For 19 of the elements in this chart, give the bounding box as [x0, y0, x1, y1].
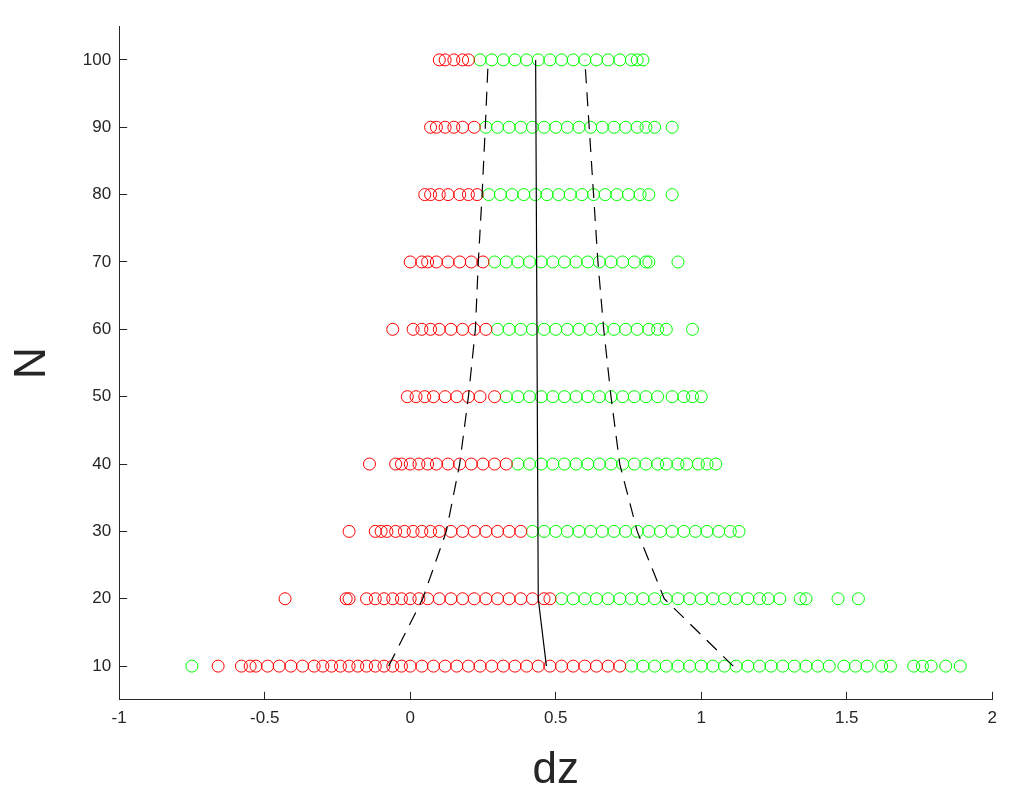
y-tick-label: 20 [92, 588, 112, 608]
y-tick-label: 10 [92, 655, 112, 675]
y-tick-label: 40 [92, 453, 112, 473]
x-tick-label: -0.5 [250, 707, 280, 727]
x-tick-label: 0.5 [543, 707, 568, 727]
x-tick-label: 1.5 [834, 707, 859, 727]
y-tick-label: 60 [92, 319, 112, 339]
x-tick-label: 2 [987, 707, 998, 727]
x-tick-label: 1 [696, 707, 706, 727]
y-tick-label: 70 [92, 251, 112, 271]
x-tick-label: -1 [111, 707, 127, 727]
y-tick-label: 80 [92, 184, 112, 204]
y-tick-label: 50 [92, 386, 112, 406]
y-tick-label: 30 [92, 521, 112, 541]
y-tick-label: 90 [92, 116, 112, 136]
y-tick-label: 100 [82, 49, 112, 69]
x-tick-label: 0 [405, 707, 415, 727]
x-axis-title: dz [532, 742, 579, 792]
y-axis-title: N [4, 347, 54, 379]
